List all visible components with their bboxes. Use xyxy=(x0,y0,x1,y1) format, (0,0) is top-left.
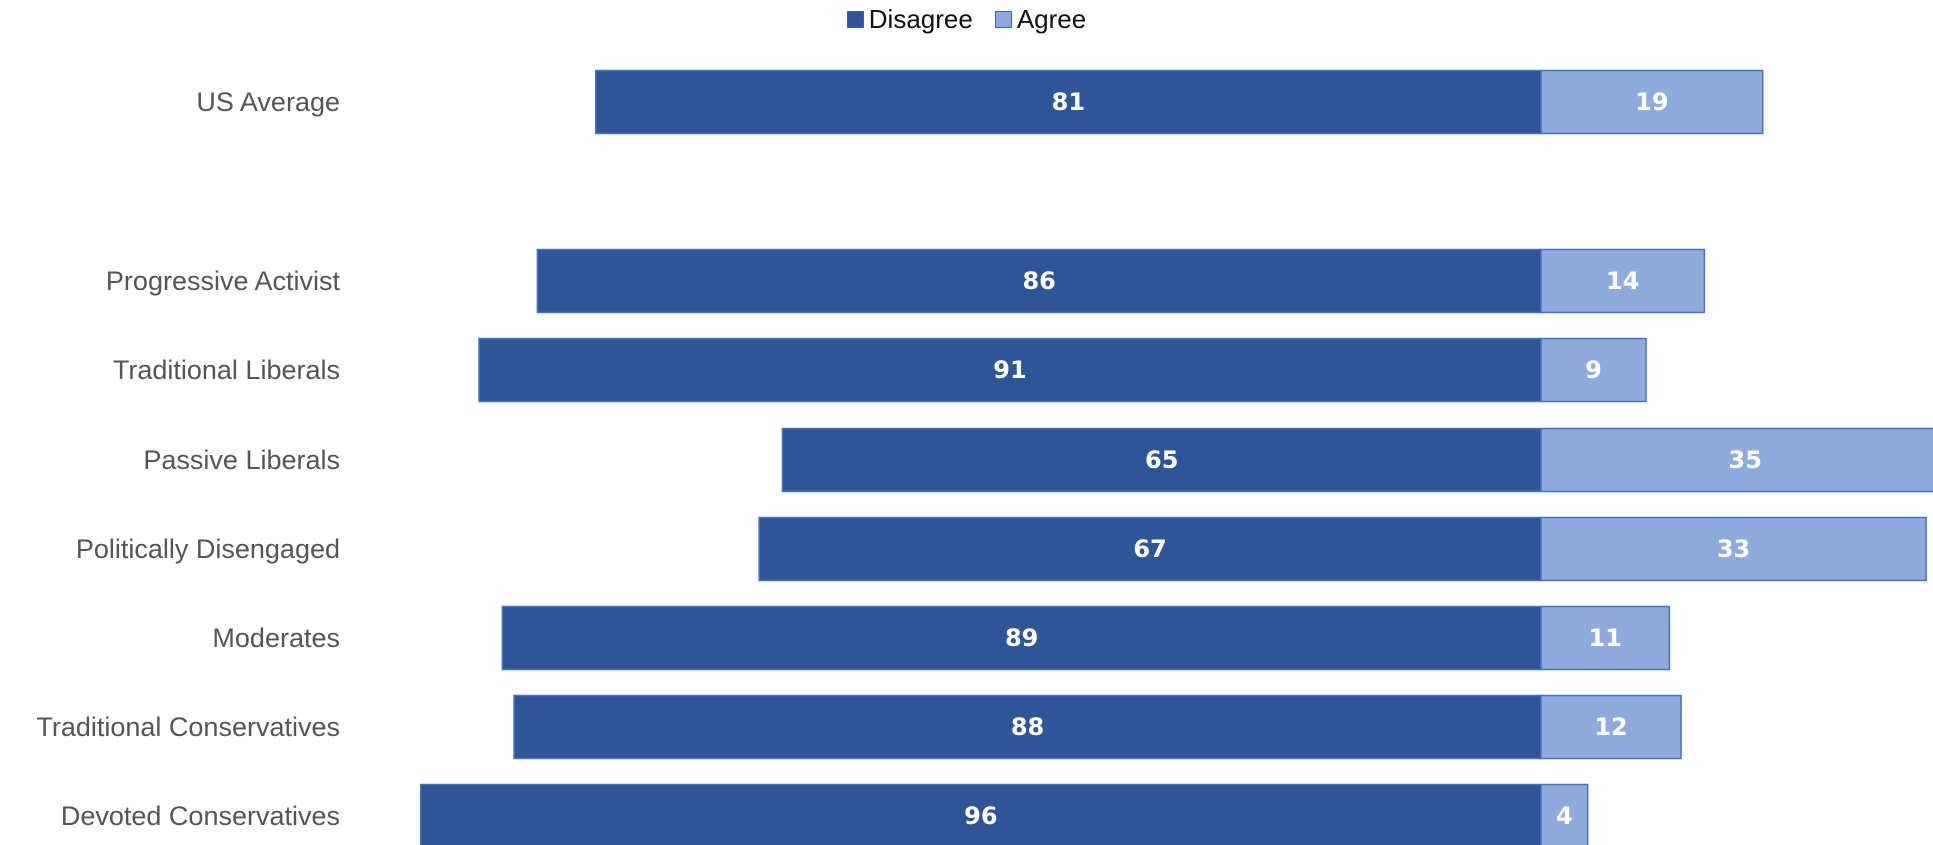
bar-disagree-traditional-conservatives xyxy=(513,694,1542,760)
legend-label-agree: Agree xyxy=(1016,4,1087,34)
data-label-agree-traditional-conservatives: 12 xyxy=(1594,713,1627,741)
bar-agree-passive-liberals xyxy=(1540,427,1933,493)
data-label-disagree-moderates: 89 xyxy=(1005,624,1038,652)
bars-layer: US Average 81 19 Progressive Activist 86 14 Tr… xyxy=(36,69,1933,845)
data-label-agree-passive-liberals: 35 xyxy=(1729,446,1762,474)
category-label-moderates: Moderates xyxy=(212,623,340,653)
category-label-passive-liberals: Passive Liberals xyxy=(143,445,340,475)
bar-disagree-passive-liberals xyxy=(781,427,1542,493)
data-label-disagree-passive-liberals: 65 xyxy=(1145,446,1178,474)
data-label-agree-traditional-liberals: 9 xyxy=(1585,356,1602,384)
bar-agree-us-average xyxy=(1540,69,1764,135)
bar-disagree-moderates xyxy=(501,605,1542,671)
legend-item-agree: Agree xyxy=(994,4,1087,35)
data-label-disagree-progressive-activist: 86 xyxy=(1022,267,1055,295)
bar-agree-traditional-liberals xyxy=(1540,337,1647,403)
data-label-agree-devoted-conservatives: 4 xyxy=(1556,802,1573,830)
bar-disagree-traditional-liberals xyxy=(478,337,1542,403)
bar-agree-traditional-conservatives xyxy=(1540,694,1682,760)
bar-disagree-devoted-conservatives xyxy=(419,783,1542,845)
category-label-traditional-conservatives: Traditional Conservatives xyxy=(36,712,340,742)
data-label-disagree-politically-disengaged: 67 xyxy=(1133,535,1166,563)
bar-disagree-politically-disengaged xyxy=(758,516,1542,582)
bar-agree-devoted-conservatives xyxy=(1540,783,1589,845)
category-label-devoted-conservatives: Devoted Conservatives xyxy=(61,801,340,831)
data-label-disagree-us-average: 81 xyxy=(1052,88,1085,116)
legend-item-disagree: Disagree xyxy=(846,4,973,35)
legend-swatch-agree xyxy=(994,11,1012,28)
category-label-us-average: US Average xyxy=(196,87,340,117)
data-label-agree-moderates: 11 xyxy=(1588,624,1621,652)
data-label-disagree-traditional-liberals: 91 xyxy=(993,356,1026,384)
category-label-traditional-liberals: Traditional Liberals xyxy=(113,355,340,385)
bar-agree-politically-disengaged xyxy=(1540,516,1927,582)
bar-disagree-progressive-activist xyxy=(536,248,1542,314)
bar-agree-progressive-activist xyxy=(1540,248,1706,314)
bar-disagree-us-average xyxy=(594,69,1542,135)
category-label-politically-disengaged: Politically Disengaged xyxy=(76,534,340,564)
data-label-agree-progressive-activist: 14 xyxy=(1606,267,1639,295)
bar-agree-moderates xyxy=(1540,605,1671,671)
data-label-disagree-devoted-conservatives: 96 xyxy=(964,802,997,830)
legend-swatch-disagree xyxy=(846,11,864,28)
legend-label-disagree: Disagree xyxy=(868,4,973,34)
chart-legend: Disagree Agree xyxy=(0,4,1933,35)
category-label-progressive-activist: Progressive Activist xyxy=(106,266,341,296)
data-label-agree-us-average: 19 xyxy=(1635,88,1668,116)
data-label-disagree-traditional-conservatives: 88 xyxy=(1011,713,1044,741)
data-label-agree-politically-disengaged: 33 xyxy=(1717,535,1750,563)
